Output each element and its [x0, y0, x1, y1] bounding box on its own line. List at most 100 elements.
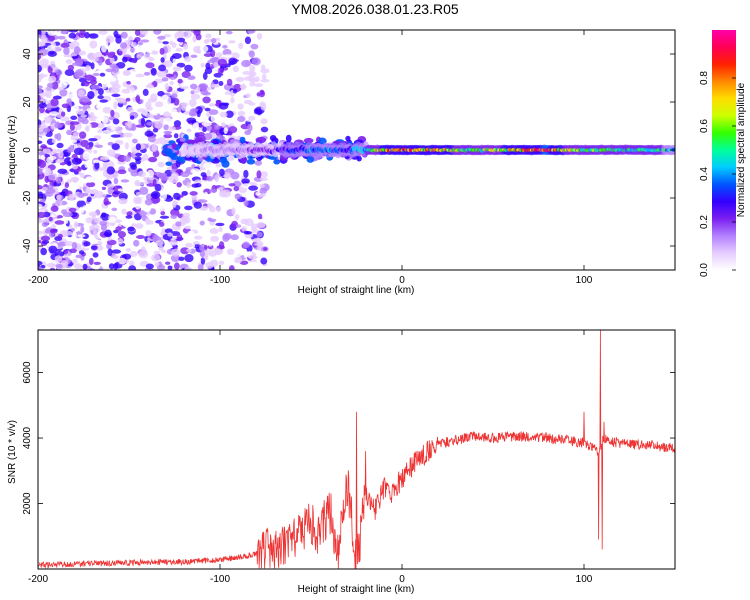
heatmap-cell — [118, 198, 128, 205]
heatmap-cell — [71, 186, 80, 190]
heatmap-cell — [273, 159, 281, 165]
heatmap-cell — [163, 118, 174, 123]
heatmap-cell — [146, 240, 151, 249]
heatmap-cell — [75, 254, 83, 259]
snr-panel: -200 -100 0 100 2000 4000 6000 Height of stra… — [7, 329, 676, 595]
heatmap-cell — [106, 239, 117, 246]
heatmap-cell — [54, 255, 63, 263]
heatmap-cell — [248, 185, 259, 191]
spectrogram-x-tick-label: 100 — [576, 275, 593, 286]
heatmap-cell — [193, 235, 203, 240]
heatmap-cell — [208, 103, 216, 107]
heatmap-cell — [143, 53, 151, 59]
heatmap-cell — [180, 247, 190, 255]
heatmap-cell — [189, 98, 197, 107]
heatmap-cell — [249, 81, 256, 87]
heatmap-cell — [115, 36, 122, 44]
heatmap-cell — [88, 211, 98, 217]
heatmap-cell — [47, 82, 54, 89]
heatmap-cell — [84, 159, 89, 168]
heatmap-cell — [119, 42, 128, 49]
spectrogram-y-tick-label: 0 — [22, 147, 33, 153]
heatmap-cell — [162, 41, 169, 45]
heatmap-cell — [145, 263, 154, 270]
heatmap-cell — [254, 76, 260, 83]
heatmap-cell — [249, 261, 258, 266]
heatmap-cell — [57, 168, 68, 174]
heatmap-cell — [47, 50, 57, 57]
heatmap-cell — [175, 114, 184, 119]
heatmap-cell — [107, 248, 113, 256]
heatmap-cell — [234, 193, 241, 200]
heatmap-cell — [40, 155, 46, 160]
heatmap-cell — [210, 37, 217, 44]
heatmap-cell — [46, 262, 55, 268]
heatmap-cell — [134, 156, 142, 161]
heatmap-cell — [80, 139, 89, 148]
heatmap-cell — [228, 126, 238, 134]
heatmap-cell — [64, 182, 70, 188]
heatmap-cell — [182, 43, 189, 50]
heatmap-cell — [203, 53, 213, 57]
heatmap-cell — [84, 178, 94, 183]
snr-y-tick-label: 6000 — [22, 361, 33, 384]
heatmap-cell — [123, 155, 131, 163]
heatmap-cell — [173, 133, 179, 139]
heatmap-cell — [189, 83, 198, 90]
heatmap-cell — [194, 106, 203, 114]
heatmap-cell — [248, 255, 258, 260]
heatmap-cell — [57, 241, 67, 247]
heatmap-cell — [58, 150, 64, 159]
heatmap-cell — [80, 225, 85, 233]
heatmap-cell — [135, 143, 142, 151]
heatmap-cell — [108, 116, 116, 121]
heatmap-cell — [130, 171, 139, 177]
heatmap-cell — [125, 215, 133, 219]
heatmap-cell — [153, 30, 162, 35]
snr-x-ticks: -200 -100 0 100 — [28, 330, 593, 585]
heatmap-cell — [120, 259, 130, 263]
heatmap-cell — [38, 266, 44, 270]
heatmap-cell — [124, 122, 132, 127]
heatmap-cell — [40, 30, 46, 35]
heatmap-cell — [144, 130, 154, 137]
heatmap-cell — [186, 230, 196, 239]
heatmap-cell — [38, 146, 42, 153]
snr-frame — [37, 329, 676, 570]
heatmap-cell — [54, 199, 63, 207]
heatmap-cell — [54, 251, 65, 257]
heatmap-cell — [68, 207, 77, 213]
heatmap-cell — [152, 50, 159, 55]
heatmap-cell — [111, 93, 121, 98]
heatmap-cell — [241, 225, 247, 232]
heatmap-cell — [44, 229, 50, 234]
heatmap-cell — [239, 260, 249, 265]
heatmap-cell — [165, 161, 173, 167]
heatmap-cell — [101, 45, 107, 53]
heatmap-cell — [233, 180, 242, 188]
heatmap-cell — [253, 228, 259, 233]
heatmap-cell — [206, 175, 214, 182]
heatmap-cell — [79, 131, 87, 139]
heatmap-cell — [171, 142, 177, 150]
heatmap-cell — [38, 106, 45, 114]
heatmap-cell — [72, 258, 78, 264]
heatmap-cell — [62, 79, 70, 86]
heatmap-cell — [172, 201, 177, 208]
heatmap-cell — [173, 192, 181, 200]
heatmap-cell — [209, 227, 219, 234]
heatmap-cell — [239, 136, 246, 144]
heatmap-cell — [220, 74, 229, 79]
heatmap-cell — [96, 122, 105, 129]
heatmap-cell — [255, 222, 266, 229]
heatmap-cell — [256, 92, 262, 97]
heatmap-cell — [167, 126, 176, 131]
heatmap-cell — [121, 88, 131, 94]
heatmap-cell — [80, 114, 88, 118]
heatmap-cell — [176, 62, 186, 68]
heatmap-cell — [45, 187, 56, 195]
heatmap-cell — [180, 82, 187, 87]
heatmap-cell — [38, 94, 41, 102]
heatmap-cell — [204, 249, 213, 255]
heatmap-cell — [226, 78, 233, 86]
